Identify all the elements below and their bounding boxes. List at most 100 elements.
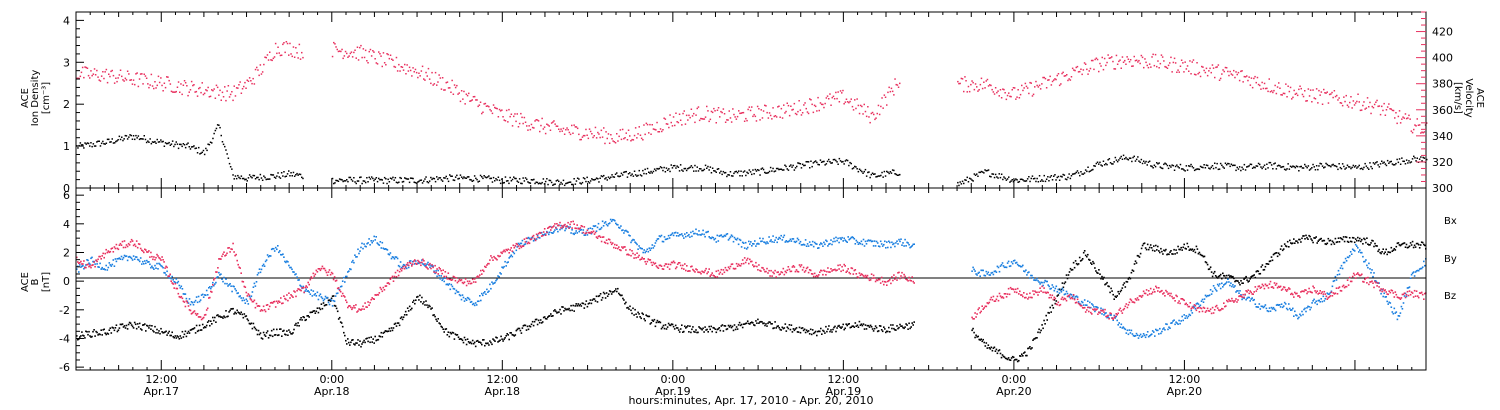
density-point [244, 178, 246, 181]
velocity-point [730, 121, 733, 123]
b-bx-point [563, 310, 565, 312]
b-bx-point [437, 318, 439, 320]
b-by-point [1286, 308, 1289, 311]
b-bx-point [868, 326, 871, 328]
velocity-point [277, 46, 279, 48]
density-point [1112, 163, 1114, 165]
b-by-point [978, 271, 980, 274]
b-bx-point [1385, 248, 1387, 251]
density-point [812, 162, 815, 164]
b-by-point [272, 248, 275, 250]
b-by-point [706, 231, 708, 233]
velocity-point [544, 132, 547, 135]
b-bx-point [1014, 358, 1017, 361]
b-bx-point [281, 335, 283, 337]
velocity-point [1132, 65, 1134, 67]
b-bx-point [378, 335, 381, 337]
b-bx-point [359, 340, 361, 342]
density-point [1249, 163, 1252, 165]
density-point [291, 175, 293, 177]
density-point [465, 177, 468, 179]
velocity-point [711, 111, 714, 114]
b-by-point [1097, 306, 1099, 309]
b-by-point [561, 227, 563, 230]
b-bx-point [195, 324, 198, 327]
density-point [1180, 168, 1183, 170]
velocity-point [773, 115, 775, 118]
b-by-point [1421, 266, 1424, 268]
density-point [588, 182, 591, 184]
velocity-point [183, 80, 186, 82]
b-by-point [426, 263, 428, 265]
velocity-point [244, 81, 246, 84]
b-bx-point [688, 331, 690, 333]
velocity-point [1219, 77, 1222, 80]
density-point [1139, 161, 1141, 163]
density-point [991, 173, 993, 175]
density-point [109, 141, 111, 143]
b-bx-point [1166, 253, 1168, 256]
velocity-point [200, 91, 202, 94]
velocity-point [213, 88, 215, 90]
velocity-point [367, 62, 369, 64]
b-by-point [781, 239, 784, 241]
b-by-point [855, 239, 858, 242]
density-point [1354, 165, 1357, 167]
b-by-point [443, 280, 445, 283]
b-bx-point [1418, 247, 1421, 249]
b-by-point [997, 266, 1000, 269]
density-point [881, 171, 883, 174]
b-by-point [339, 285, 342, 288]
b-by-point [341, 280, 344, 282]
velocity-point [542, 128, 545, 130]
b-bx-point [702, 327, 704, 330]
b-bx-point [112, 327, 115, 329]
velocity-point [445, 81, 447, 84]
b-bx-point [337, 318, 340, 320]
b-by-point [1209, 289, 1212, 291]
b-bx-point [875, 326, 878, 329]
density-point [748, 169, 751, 171]
b-by-point [1345, 260, 1348, 262]
velocity-point [84, 66, 86, 68]
density-point [481, 176, 483, 178]
b-by-point [1308, 306, 1310, 308]
b-bx-point [1107, 285, 1109, 287]
b-bx-point [811, 329, 814, 331]
velocity-point [274, 42, 277, 45]
velocity-point [1174, 62, 1177, 64]
b-bx-point [1109, 291, 1111, 294]
b-by-point [641, 247, 643, 250]
density-point [392, 176, 394, 179]
b-bx-point [840, 327, 842, 329]
density-point [849, 161, 851, 164]
b-bx-point [1412, 246, 1415, 249]
b-bx-point [626, 307, 628, 309]
b-bx-point [848, 323, 850, 325]
velocity-point [405, 73, 407, 75]
b-by-point [1197, 303, 1200, 305]
velocity-point [232, 99, 234, 102]
b-bx-point [1348, 237, 1351, 239]
density-point [267, 178, 270, 180]
b-bx-point [484, 344, 486, 347]
b-by-point [203, 294, 206, 296]
b-by-point [87, 259, 89, 262]
velocity-point [419, 75, 421, 77]
velocity-point [406, 64, 408, 66]
b-bx-point [1414, 246, 1417, 248]
b-by-point [188, 298, 191, 300]
density-point [772, 167, 774, 170]
b-by-point [1170, 322, 1172, 324]
velocity-point [187, 94, 189, 97]
velocity-point [1254, 75, 1256, 78]
b-bx-point [772, 327, 774, 330]
b-by-point [1346, 256, 1349, 258]
velocity-point [1306, 100, 1308, 102]
velocity-point [1264, 87, 1267, 90]
b-bx-point [182, 336, 185, 338]
velocity-point [1418, 124, 1421, 126]
density-point [248, 174, 251, 176]
b-bx-point [739, 324, 742, 327]
density-point [1421, 160, 1423, 162]
